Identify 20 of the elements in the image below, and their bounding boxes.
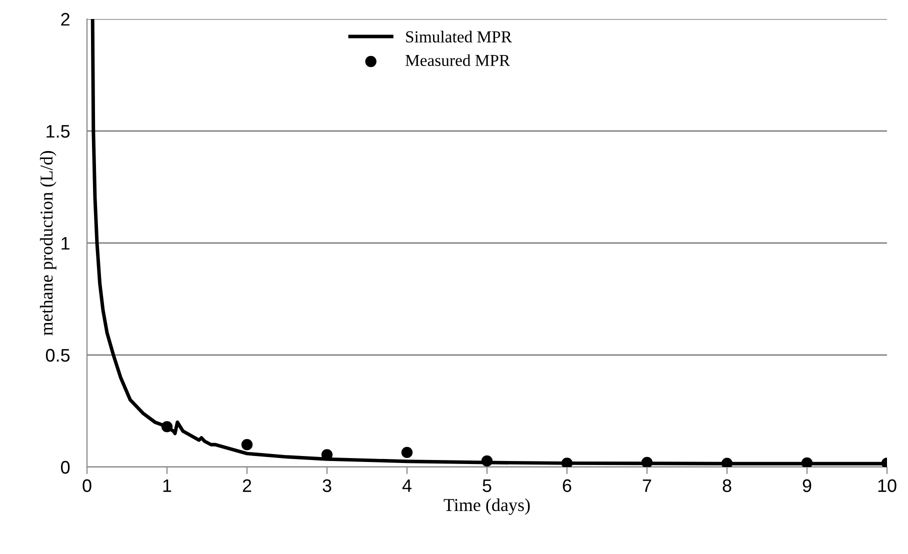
x-tick-label: 0 bbox=[82, 479, 92, 492]
legend-label: Measured MPR bbox=[406, 54, 510, 66]
x-axis-title: Time (days) bbox=[444, 498, 530, 515]
y-tick-label: 0 bbox=[61, 460, 70, 474]
y-tick-label: 0.5 bbox=[46, 348, 70, 362]
legend-label: Simulated MPR bbox=[406, 30, 512, 42]
x-tick-label: 2 bbox=[242, 479, 252, 492]
y-tick-label: 1.5 bbox=[46, 125, 70, 138]
x-tick-label: 6 bbox=[562, 479, 572, 492]
x-tick-label: 3 bbox=[322, 479, 332, 492]
x-tick-label: 8 bbox=[722, 479, 732, 492]
x-tick-label: 7 bbox=[642, 479, 652, 492]
y-axis-title: methane production (L/d) bbox=[40, 151, 56, 336]
x-tick-label: 9 bbox=[802, 479, 812, 492]
y-tick-label: 1 bbox=[62, 237, 70, 250]
x-tick-label: 4 bbox=[402, 479, 412, 492]
x-tick-label: 10 bbox=[878, 479, 896, 492]
x-tick-label: 5 bbox=[482, 479, 492, 492]
x-tick-label: 1 bbox=[163, 479, 172, 492]
y-tick-label: 2 bbox=[61, 12, 70, 26]
